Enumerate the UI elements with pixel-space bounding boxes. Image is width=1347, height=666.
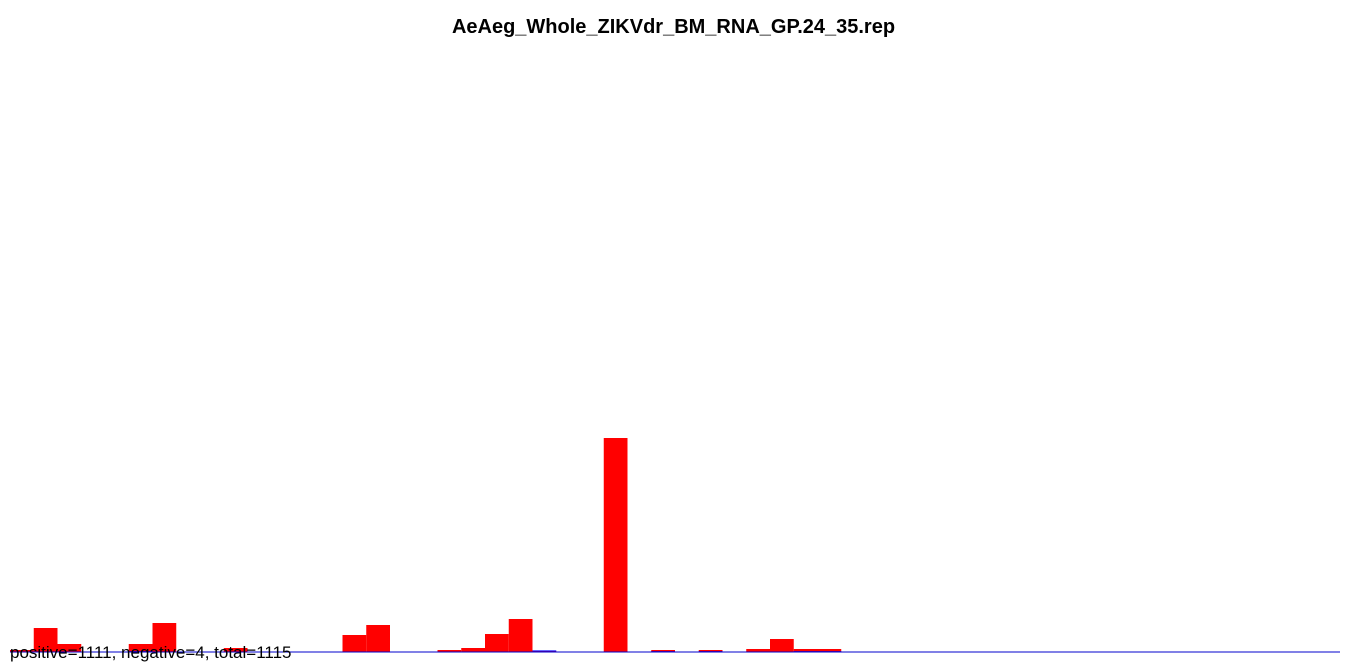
bar-positive-21 [508, 619, 533, 652]
chart-title: AeAeg_Whole_ZIKVdr_BM_RNA_GP.24_35.rep [451, 16, 896, 38]
bar-positive-20 [485, 634, 509, 652]
bar-positive-9 [223, 648, 248, 652]
bar-positive-25 [603, 438, 628, 652]
bar-positive-1 [33, 628, 58, 652]
count-summary: positive=1111, negative=4, total=1115 [10, 643, 292, 662]
bar-positive-31 [746, 649, 770, 652]
bar-positive-5 [128, 644, 153, 652]
bar-positive-18 [437, 650, 462, 652]
bar-positive-0 [10, 650, 34, 652]
bar-positive-14 [342, 635, 367, 652]
bars-layer [10, 438, 842, 652]
bar-positive-33 [793, 649, 818, 652]
bar-positive-15 [366, 625, 390, 652]
bar-positive-6 [152, 623, 177, 652]
bar-positive-2 [57, 644, 82, 652]
bar-positive-19 [461, 648, 485, 652]
bar-negative-22 [532, 650, 557, 652]
bar-positive-34 [817, 649, 842, 652]
bar-positive-32 [770, 639, 794, 652]
